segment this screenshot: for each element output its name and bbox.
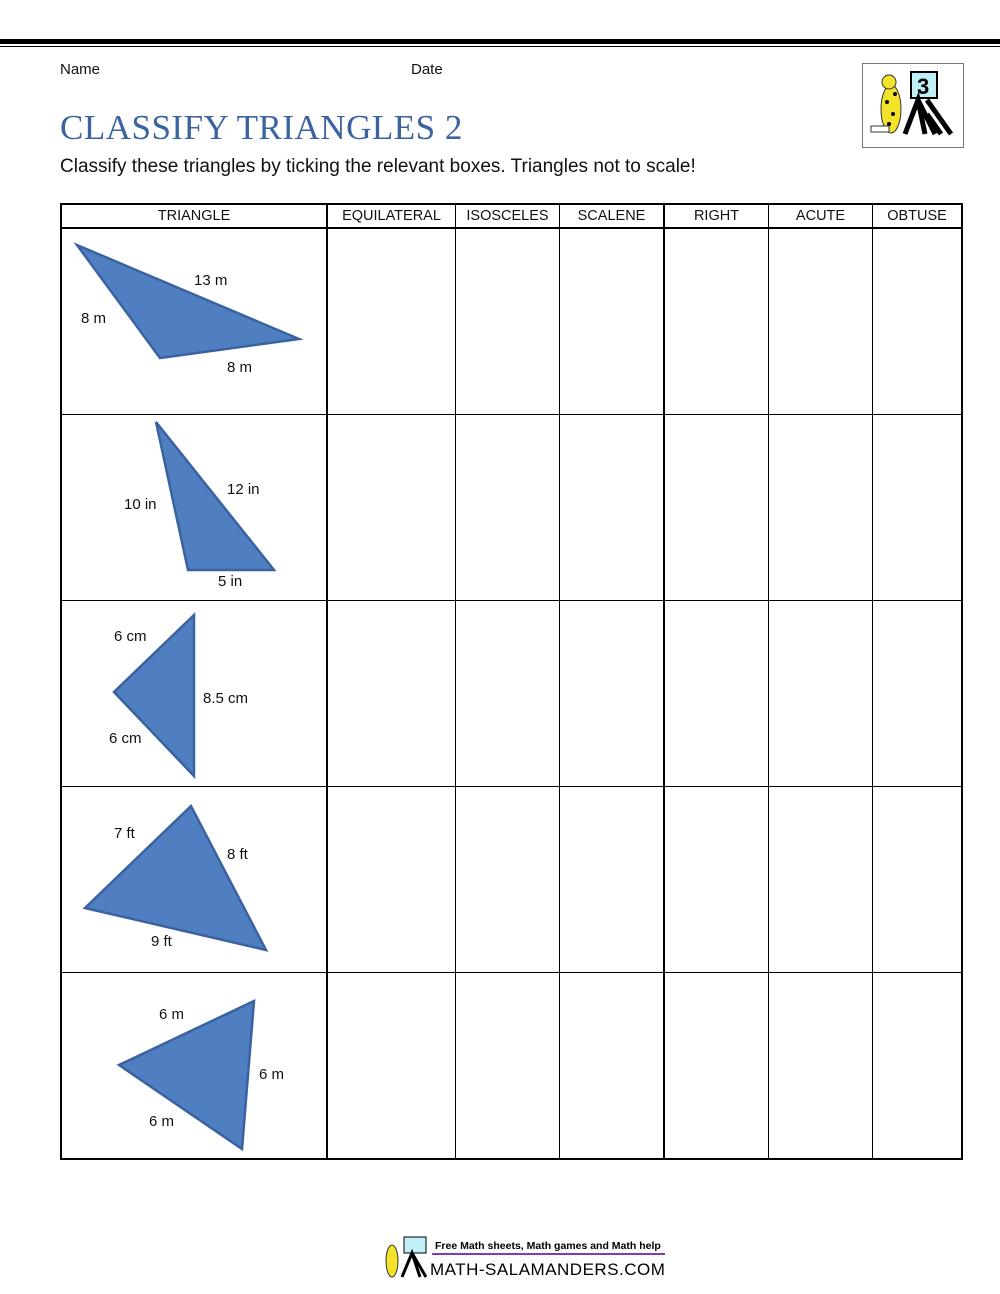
- col-isosceles: ISOSCELES: [455, 203, 560, 229]
- scalene-checkbox-cell[interactable]: [559, 972, 665, 1160]
- triangle-3: 6 cm 8.5 cm 6 cm: [109, 612, 248, 780]
- acute-checkbox-cell[interactable]: [768, 600, 873, 787]
- isosceles-checkbox-cell[interactable]: [455, 414, 560, 601]
- triangle-4: 7 ft 8 ft 9 ft: [82, 803, 269, 952]
- side-label: 6 m: [159, 1006, 184, 1023]
- obtuse-checkbox-cell[interactable]: [872, 786, 963, 973]
- right-checkbox-cell[interactable]: [663, 600, 769, 787]
- side-label: 10 in: [124, 496, 157, 513]
- isosceles-checkbox-cell[interactable]: [455, 972, 560, 1160]
- right-checkbox-cell[interactable]: [663, 227, 769, 415]
- side-label: 6 m: [149, 1113, 174, 1130]
- side-label: 8.5 cm: [203, 690, 248, 707]
- table-row: [60, 786, 963, 973]
- scalene-checkbox-cell[interactable]: [559, 786, 665, 973]
- side-label: 13 m: [194, 272, 227, 289]
- side-label: 12 in: [227, 481, 260, 498]
- obtuse-checkbox-cell[interactable]: [872, 972, 963, 1160]
- table-row: [60, 227, 963, 415]
- table-row: [60, 414, 963, 601]
- col-acute: ACUTE: [768, 203, 873, 229]
- date-label: Date: [411, 61, 443, 78]
- right-checkbox-cell[interactable]: [663, 786, 769, 973]
- name-label: Name: [60, 61, 101, 78]
- side-label: 8 m: [81, 310, 106, 327]
- classification-table: TRIANGLE EQUILATERAL ISOSCELES SCALENE R…: [60, 203, 963, 1160]
- obtuse-checkbox-cell[interactable]: [872, 600, 963, 787]
- acute-checkbox-cell[interactable]: [768, 972, 873, 1160]
- top-rule-thin: [0, 46, 1000, 47]
- acute-checkbox-cell[interactable]: [768, 786, 873, 973]
- side-label: 6 cm: [109, 730, 142, 747]
- right-checkbox-cell[interactable]: [663, 972, 769, 1160]
- triangle-2: 10 in 12 in 5 in: [124, 421, 277, 590]
- svg-text:3: 3: [917, 74, 929, 99]
- col-obtuse: OBTUSE: [872, 203, 963, 229]
- side-label: 8 m: [227, 359, 252, 376]
- equilateral-checkbox-cell[interactable]: [326, 414, 456, 601]
- side-label: 8 ft: [227, 846, 249, 863]
- footer-logo: Free Math sheets, Math games and Math he…: [380, 1235, 672, 1281]
- col-triangle: TRIANGLE: [60, 203, 328, 229]
- obtuse-checkbox-cell[interactable]: [872, 227, 963, 415]
- triangle-5: 6 m 6 m 6 m: [116, 998, 284, 1152]
- side-label: 5 in: [218, 573, 242, 590]
- scalene-checkbox-cell[interactable]: [559, 414, 665, 601]
- side-label: 7 ft: [114, 825, 136, 842]
- acute-checkbox-cell[interactable]: [768, 227, 873, 415]
- triangle-1: 13 m 8 m 8 m: [73, 242, 304, 376]
- side-label: 6 cm: [114, 628, 147, 645]
- isosceles-checkbox-cell[interactable]: [455, 786, 560, 973]
- footer-brand: MATH-SALAMANDERS.COM: [430, 1260, 665, 1279]
- isosceles-checkbox-cell[interactable]: [455, 600, 560, 787]
- acute-checkbox-cell[interactable]: [768, 414, 873, 601]
- equilateral-checkbox-cell[interactable]: [326, 227, 456, 415]
- side-label: 6 m: [259, 1066, 284, 1083]
- equilateral-checkbox-cell[interactable]: [326, 972, 456, 1160]
- page-title: CLASSIFY TRIANGLES 2: [60, 108, 463, 147]
- instructions: Classify these triangles by ticking the …: [60, 156, 696, 177]
- col-scalene: SCALENE: [559, 203, 665, 229]
- side-label: 9 ft: [151, 933, 173, 950]
- obtuse-checkbox-cell[interactable]: [872, 414, 963, 601]
- equilateral-checkbox-cell[interactable]: [326, 786, 456, 973]
- footer-tagline: Free Math sheets, Math games and Math he…: [435, 1240, 661, 1252]
- salamander-logo: 3: [862, 63, 964, 148]
- right-checkbox-cell[interactable]: [663, 414, 769, 601]
- col-equilateral: EQUILATERAL: [326, 203, 456, 229]
- col-right: RIGHT: [663, 203, 769, 229]
- top-rule: [0, 39, 1000, 44]
